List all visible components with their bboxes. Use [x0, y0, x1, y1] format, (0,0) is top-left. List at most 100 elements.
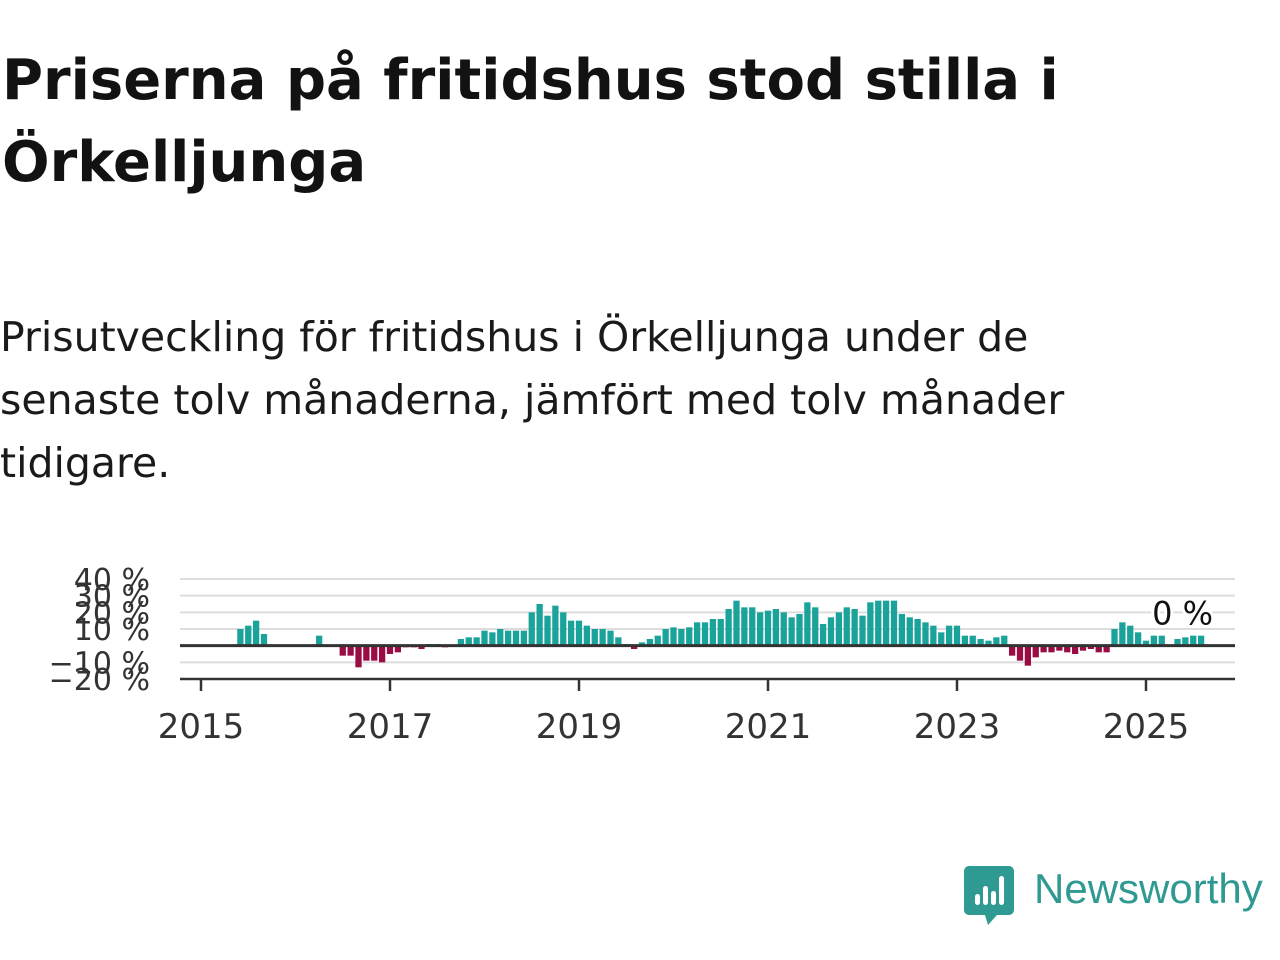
- bar: [686, 627, 693, 646]
- bar: [788, 617, 795, 646]
- bars: [237, 600, 1205, 668]
- bar: [804, 602, 811, 646]
- bar: [977, 639, 984, 646]
- bar: [1134, 632, 1142, 646]
- bar: [520, 630, 528, 646]
- bar: [867, 602, 874, 646]
- x-tick-labels: 2015 2017 2019 2021 2023 2025: [158, 707, 1190, 747]
- bar: [733, 600, 740, 646]
- bar: [693, 622, 701, 646]
- bar: [835, 612, 843, 646]
- last-value-annotation: 0 %: [1149, 592, 1216, 636]
- y-tick-label: 30 %: [74, 580, 150, 615]
- bar: [552, 605, 559, 646]
- bar: [1048, 645, 1055, 653]
- x-tick-label: 2025: [1103, 707, 1190, 747]
- bar: [567, 620, 575, 646]
- bar: [252, 620, 260, 646]
- bar: [339, 645, 346, 656]
- bar: [906, 617, 913, 646]
- bar: [764, 610, 772, 646]
- bar: [607, 630, 614, 646]
- bar: [1103, 645, 1110, 653]
- bar: [749, 607, 756, 646]
- bar: [1127, 625, 1134, 646]
- bar: [497, 629, 504, 646]
- bar: [489, 632, 496, 646]
- bar: [386, 645, 394, 654]
- bar: [1182, 637, 1189, 646]
- bar: [245, 625, 252, 646]
- bar: [560, 612, 567, 646]
- bar: [1040, 645, 1047, 653]
- bar: [347, 645, 354, 656]
- bar: [922, 622, 929, 646]
- y-tick-label: 10 %: [74, 613, 150, 648]
- bar: [882, 600, 890, 646]
- bar: [465, 637, 472, 646]
- bar: [725, 609, 732, 646]
- x-tick-label: 2021: [725, 707, 812, 747]
- bar: [315, 635, 323, 646]
- bar: [371, 645, 378, 661]
- bar: [1001, 635, 1008, 646]
- bar: [961, 635, 969, 646]
- bar: [1174, 639, 1181, 646]
- bar: [583, 625, 591, 646]
- bar: [1016, 645, 1024, 661]
- bar: [473, 637, 480, 646]
- bar: [1008, 645, 1016, 656]
- bar: [457, 639, 465, 646]
- bar: [1158, 635, 1165, 646]
- y-tick-label: −10 %: [49, 646, 150, 681]
- bar: [678, 629, 685, 646]
- bar: [969, 635, 976, 646]
- bar: [638, 642, 646, 646]
- bar: [945, 625, 953, 646]
- bar: [591, 629, 598, 646]
- bar: [528, 612, 535, 646]
- bar: [827, 617, 835, 646]
- bar: [1190, 635, 1197, 646]
- bar: [930, 625, 937, 646]
- x-tick-label: 2023: [914, 707, 1001, 747]
- x-tick-label: 2015: [158, 707, 245, 747]
- bar: [843, 607, 850, 646]
- bar: [394, 645, 402, 653]
- bar: [670, 627, 677, 646]
- bar: [1079, 645, 1087, 651]
- bar: [819, 624, 827, 646]
- bar: [599, 629, 606, 646]
- bar: [953, 625, 961, 646]
- bar: [630, 645, 638, 649]
- bar: [709, 619, 717, 646]
- bar: [1071, 645, 1079, 654]
- bar: [237, 629, 244, 646]
- bar: [890, 600, 898, 646]
- bar: [756, 612, 764, 646]
- page-subtitle: Prisutveckling för fritidshus i Örkellju…: [0, 313, 1065, 487]
- axes: [180, 644, 1235, 691]
- bar: [512, 630, 520, 646]
- price-change-bar-chart: −20 %−10 %10 %20 %30 %40 % 2015 2017 2019 2…: [49, 563, 1235, 747]
- bar: [859, 615, 866, 646]
- x-tick-label: 2019: [536, 707, 623, 747]
- bar: [1142, 640, 1150, 646]
- bar: [1197, 635, 1205, 646]
- bar: [993, 637, 1000, 646]
- x-tick-label: 2017: [347, 707, 434, 747]
- bar: [914, 619, 921, 646]
- bar: [1087, 645, 1095, 649]
- bar: [717, 619, 724, 646]
- bar: [504, 630, 512, 646]
- bar: [536, 604, 543, 646]
- bar: [481, 630, 488, 646]
- y-tick-label: −20 %: [49, 663, 150, 698]
- bar: [378, 645, 386, 663]
- bar: [355, 645, 362, 668]
- bar: [1056, 645, 1063, 651]
- bar: [1064, 645, 1071, 653]
- bar-chart-speech-bubble-icon: [964, 866, 1014, 925]
- last-value-label: 0 %: [1152, 595, 1213, 633]
- bar: [898, 614, 906, 646]
